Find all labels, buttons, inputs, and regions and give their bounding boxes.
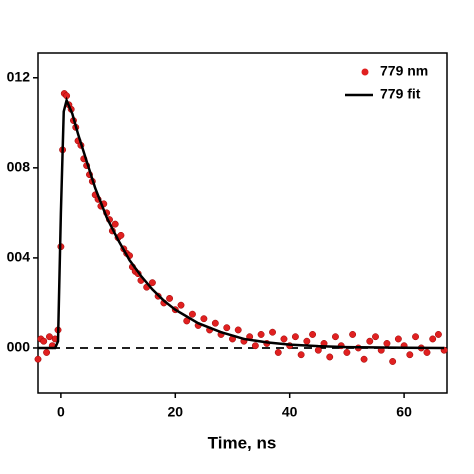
data-point bbox=[429, 335, 437, 343]
data-point bbox=[326, 353, 334, 361]
legend-label: 779 fit bbox=[380, 86, 421, 102]
data-point bbox=[297, 351, 305, 359]
legend-label: 779 nm bbox=[380, 63, 428, 79]
data-point bbox=[234, 326, 242, 334]
x-tick-label: 60 bbox=[396, 404, 412, 420]
fit-line bbox=[38, 96, 445, 350]
data-point bbox=[366, 337, 374, 345]
data-point bbox=[43, 349, 51, 356]
data-point bbox=[200, 315, 208, 323]
data-point bbox=[280, 335, 288, 343]
y-tick-label: 012 bbox=[7, 68, 31, 84]
data-point bbox=[309, 331, 317, 338]
data-point bbox=[111, 220, 119, 228]
data-point bbox=[148, 279, 156, 287]
data-point bbox=[274, 349, 282, 356]
data-point bbox=[314, 346, 322, 354]
x-tick-label: 20 bbox=[167, 404, 183, 420]
data-point bbox=[423, 349, 431, 356]
data-point bbox=[372, 333, 379, 341]
data-point bbox=[223, 324, 231, 332]
x-axis-label: Time, ns bbox=[208, 433, 277, 452]
data-point bbox=[45, 333, 53, 341]
data-point bbox=[251, 342, 259, 350]
plot-frame bbox=[37, 52, 448, 394]
x-tick-label: 0 bbox=[57, 404, 65, 420]
data-point bbox=[360, 355, 368, 363]
data-point bbox=[166, 294, 174, 302]
data-point bbox=[412, 333, 419, 341]
data-point bbox=[40, 337, 48, 345]
data-point bbox=[269, 328, 276, 336]
data-point bbox=[383, 340, 391, 347]
y-tick-label: 004 bbox=[7, 249, 31, 265]
data-point bbox=[117, 231, 125, 239]
data-point bbox=[257, 331, 265, 338]
data-point bbox=[177, 301, 185, 309]
data-point bbox=[434, 331, 442, 338]
data-point bbox=[332, 333, 339, 341]
x-tick-label: 40 bbox=[282, 404, 298, 420]
data-point bbox=[406, 351, 414, 359]
legend-marker bbox=[361, 68, 369, 76]
data-point bbox=[211, 319, 219, 327]
y-tick-label: 000 bbox=[7, 339, 31, 355]
data-point bbox=[188, 310, 196, 318]
data-point bbox=[394, 335, 402, 343]
data-point bbox=[291, 333, 299, 341]
y-tick-label: 008 bbox=[7, 159, 31, 175]
data-point bbox=[343, 349, 351, 356]
data-point bbox=[349, 331, 357, 338]
data-point bbox=[34, 355, 42, 363]
data-point bbox=[303, 337, 311, 345]
data-point bbox=[389, 358, 397, 365]
